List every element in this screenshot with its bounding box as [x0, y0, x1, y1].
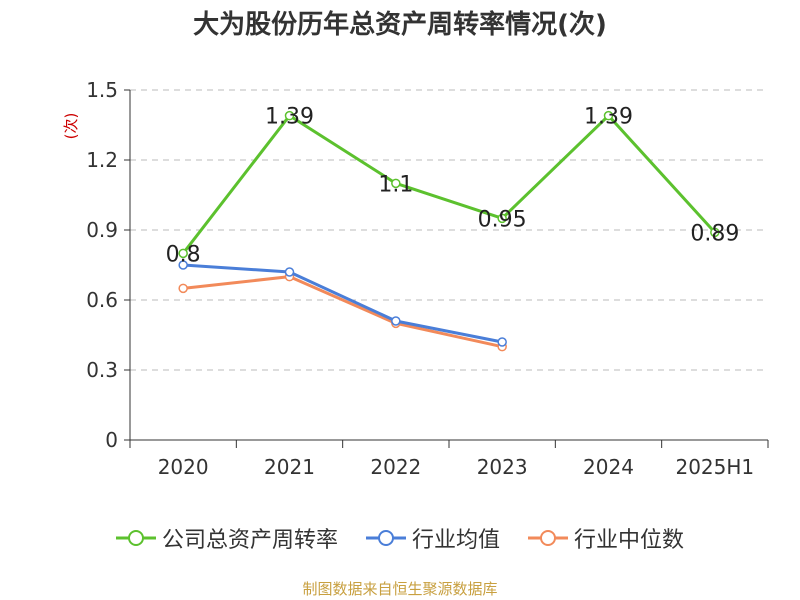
legend-swatch-industry-mean	[365, 530, 406, 546]
point-0-3	[497, 213, 507, 224]
y-tick-label-0: 0	[105, 428, 118, 452]
point-1-2	[391, 316, 401, 326]
legend-swatch-company	[115, 530, 156, 546]
x-tick-label-0: 2020	[158, 455, 209, 479]
point-0-2	[391, 178, 401, 189]
point-0-0	[178, 248, 188, 259]
y-tick-label-1: 0.3	[86, 358, 118, 382]
series-line-0	[181, 114, 716, 255]
point-2-0	[178, 283, 188, 294]
grid-lines	[130, 89, 768, 371]
point-0-4	[603, 110, 614, 121]
series-line-1	[183, 263, 503, 344]
y-tick-label-4: 1.2	[86, 148, 118, 172]
x-tick-label-3: 2023	[477, 455, 528, 479]
legend-label-industry-mean: 行业均值	[411, 528, 500, 553]
y-tick-label-5: 1.5	[86, 78, 118, 102]
point-1-0	[178, 260, 188, 270]
data-label-4: 1.39	[584, 105, 633, 130]
data-label-0: 0.8	[166, 242, 201, 267]
source-note: 制图数据来自恒生聚源数据库	[302, 580, 498, 598]
y-tick-label-3: 0.9	[86, 218, 118, 242]
legend-item-company[interactable]: 公司总资产周转率	[115, 522, 338, 554]
axes: 0 0.3 0.6 0.9 1.2 1.5 2020 2021 2022 2023 2024 2025…	[86, 78, 769, 479]
series-line-2	[183, 275, 503, 349]
x-tick-label-4: 2024	[583, 455, 634, 479]
data-label-3: 0.95	[478, 207, 527, 232]
point-0-1	[284, 110, 295, 121]
legend-swatch-industry-median	[528, 530, 568, 546]
point-1-3	[497, 337, 507, 347]
y-tick-label-2: 0.6	[86, 288, 118, 312]
data-label-1: 1.39	[265, 105, 314, 130]
x-tick-label-5: 2025H1	[675, 455, 754, 479]
point-0-5	[710, 227, 720, 238]
x-tick-label-1: 2021	[264, 455, 315, 479]
data-label-5: 0.89	[690, 221, 739, 246]
data-label-2: 1.1	[378, 172, 413, 197]
chart-title: 大为股份历年总资产周转率情况(次)	[193, 10, 607, 40]
x-tick-label-2: 2022	[370, 455, 421, 479]
legend: 公司总资产周转率 行业均值 行业中位数	[0, 518, 800, 558]
legend-label-company: 公司总资产周转率	[161, 528, 338, 553]
legend-item-industry-median[interactable]: 行业中位数	[528, 522, 684, 554]
point-1-1	[284, 267, 295, 277]
data-labels: 0.8 1.39 1.1 0.95 1.39 0.89	[166, 105, 740, 268]
legend-label-industry-median: 行业中位数	[574, 528, 685, 553]
legend-item-industry-mean[interactable]: 行业均值	[365, 522, 500, 554]
series-group	[178, 110, 720, 352]
y-axis-label: (次)	[62, 113, 80, 140]
